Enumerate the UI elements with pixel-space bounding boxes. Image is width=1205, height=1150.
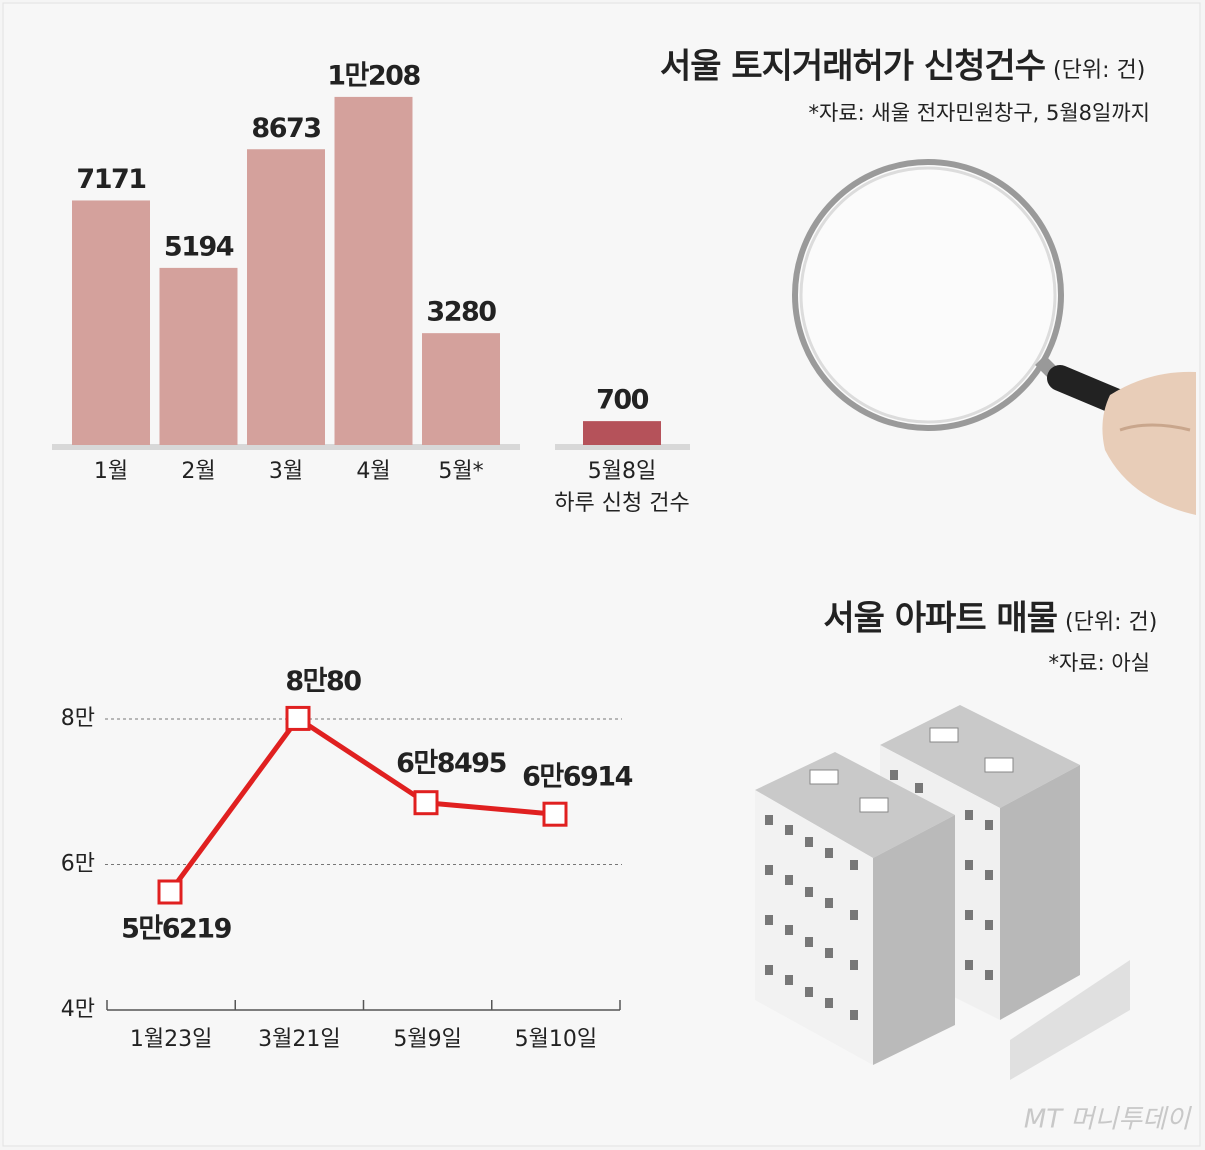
y-tick-label: 8만 <box>61 706 95 731</box>
data-point <box>413 790 439 816</box>
bar <box>247 149 325 445</box>
value-label: 7171 <box>76 164 145 195</box>
x-tick-label: 2월 <box>181 459 215 484</box>
value-label: 8673 <box>251 113 320 144</box>
chart-title: 서울 아파트 매물 <box>823 599 1057 639</box>
source-note: *자료: 아실 <box>1048 651 1150 675</box>
bar <box>72 200 150 445</box>
x-tick-label: 1월 <box>94 459 128 484</box>
value-label: 8만80 <box>285 666 361 697</box>
data-point <box>542 801 568 827</box>
bar <box>334 96 413 446</box>
baseline <box>555 444 690 450</box>
chart-title: 서울 토지거래허가 신청건수 <box>660 47 1046 87</box>
bar <box>583 421 661 445</box>
x-tick-label: 4월 <box>356 459 390 484</box>
source-note: *자료: 새울 전자민원창구, 5월8일까지 <box>809 101 1150 125</box>
magnifier-illustration <box>792 159 1196 515</box>
x-tick-label: 5월8일 <box>588 459 656 484</box>
y-tick-label: 6만 <box>61 852 95 877</box>
building-illustration <box>755 705 1130 1080</box>
data-line <box>167 715 556 894</box>
unit-label: (단위: 건) <box>1053 58 1145 83</box>
x-tick-label: 3월 <box>269 459 303 484</box>
x-tick-label: 5월9일 <box>393 1027 461 1052</box>
watermark: MT 머니투데이 <box>1024 1105 1192 1135</box>
bar <box>159 267 238 445</box>
y-tick-label: 4만 <box>61 997 95 1022</box>
value-label: 1만208 <box>327 60 420 91</box>
x-axis-label: 하루 신청 건수 <box>554 491 689 516</box>
x-tick-label: 5월* <box>438 459 483 484</box>
data-point <box>157 879 183 905</box>
value-label: 5만6219 <box>121 914 231 945</box>
value-label: 3280 <box>426 297 496 328</box>
data-point <box>285 705 311 731</box>
x-tick-label: 3월21일 <box>258 1027 340 1052</box>
value-label: 700 <box>596 385 649 416</box>
value-label: 6만6914 <box>522 762 632 793</box>
baseline <box>52 444 520 450</box>
value-label: 6만8495 <box>396 748 506 779</box>
value-label: 5194 <box>164 231 234 262</box>
unit-label: (단위: 건) <box>1065 610 1157 635</box>
bar <box>422 333 500 445</box>
x-tick-label: 5월10일 <box>515 1027 597 1052</box>
x-tick-label: 1월23일 <box>130 1027 212 1052</box>
